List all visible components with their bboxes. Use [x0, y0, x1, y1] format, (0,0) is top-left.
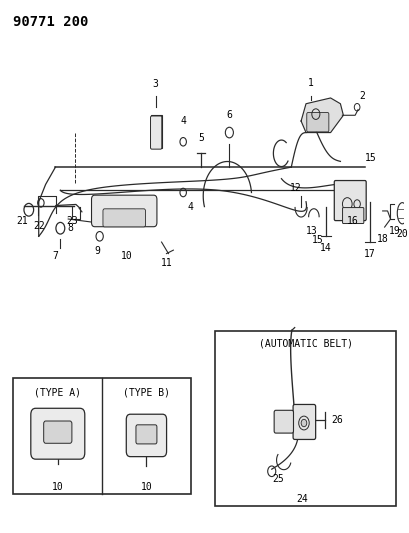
Text: 16: 16: [346, 216, 358, 227]
Text: 10: 10: [121, 251, 133, 261]
FancyBboxPatch shape: [44, 421, 72, 443]
Text: 15: 15: [364, 153, 376, 163]
FancyBboxPatch shape: [274, 410, 293, 433]
Text: 23: 23: [66, 216, 78, 227]
Text: 17: 17: [363, 248, 375, 259]
Text: (TYPE A): (TYPE A): [34, 387, 81, 398]
Text: (AUTOMATIC BELT): (AUTOMATIC BELT): [258, 338, 352, 349]
FancyBboxPatch shape: [136, 425, 157, 444]
Text: 21: 21: [16, 216, 28, 227]
FancyBboxPatch shape: [306, 112, 328, 132]
Text: 4: 4: [187, 203, 193, 213]
Text: 26: 26: [330, 415, 342, 425]
Text: 10: 10: [52, 482, 63, 492]
Text: 15: 15: [311, 235, 323, 245]
FancyBboxPatch shape: [150, 116, 162, 149]
Text: 8: 8: [67, 223, 73, 233]
Text: 10: 10: [140, 482, 152, 492]
FancyBboxPatch shape: [333, 181, 365, 221]
FancyBboxPatch shape: [103, 209, 145, 227]
Text: 2: 2: [358, 91, 364, 101]
Text: 11: 11: [160, 258, 172, 268]
Bar: [214, 331, 395, 506]
Text: 4: 4: [180, 116, 186, 126]
Circle shape: [300, 419, 306, 427]
Text: 14: 14: [319, 243, 331, 253]
Text: 18: 18: [376, 233, 388, 244]
Text: 20: 20: [396, 229, 407, 239]
Text: 90771 200: 90771 200: [13, 14, 89, 29]
Text: 12: 12: [290, 183, 301, 193]
Text: 5: 5: [198, 133, 203, 143]
Text: 22: 22: [34, 221, 45, 231]
Text: 9: 9: [94, 246, 100, 256]
Text: 19: 19: [388, 225, 399, 236]
Bar: [151, 115, 161, 148]
Polygon shape: [300, 98, 342, 133]
Text: 24: 24: [295, 494, 307, 504]
Text: 3: 3: [153, 79, 158, 89]
FancyBboxPatch shape: [126, 414, 166, 457]
Text: 1: 1: [307, 78, 313, 88]
Bar: [13, 378, 190, 495]
Text: (TYPE B): (TYPE B): [123, 387, 169, 398]
FancyBboxPatch shape: [292, 405, 315, 439]
Text: 6: 6: [226, 110, 232, 120]
FancyBboxPatch shape: [342, 207, 363, 223]
FancyBboxPatch shape: [31, 408, 85, 459]
Text: 25: 25: [271, 474, 283, 483]
Text: 7: 7: [52, 251, 58, 261]
FancyBboxPatch shape: [91, 195, 157, 227]
Text: 13: 13: [305, 225, 317, 236]
